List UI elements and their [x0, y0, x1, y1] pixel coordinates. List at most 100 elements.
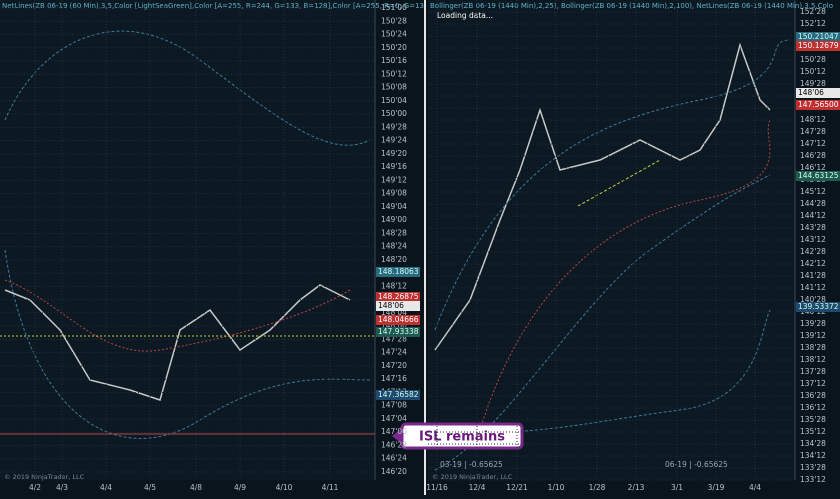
y-axis-label: 149'04 [381, 202, 407, 211]
y-axis-label: 149'20 [381, 149, 407, 158]
y-axis-label: 149'28 [381, 122, 407, 131]
price-tag: 139.53372 [798, 302, 839, 311]
price-tag: 147.56500 [798, 100, 839, 109]
x-axis-label: 12/21 [506, 483, 528, 492]
x-axis-label: 3/1 [671, 483, 683, 492]
y-axis-label: 150'08 [381, 83, 407, 92]
y-axis-label: 133'12 [800, 475, 826, 484]
y-axis-label: 146'28 [381, 440, 407, 449]
y-axis-label: 142'28 [800, 247, 826, 256]
y-axis-label: 149'24 [381, 136, 407, 145]
y-axis-label: 134'12 [800, 451, 826, 460]
band-mid [4, 279, 351, 352]
y-axis-label: 137'28 [800, 367, 826, 376]
y-axis-label: 147'20 [381, 361, 407, 370]
y-axis-label: 135'28 [800, 415, 826, 424]
y-axis-label: 143'12 [800, 235, 826, 244]
band-mid-right [479, 119, 771, 431]
y-axis-label: 149'12 [381, 175, 407, 184]
x-axis-label: 4/2 [29, 483, 41, 492]
trend-line [577, 159, 661, 207]
price-tag: 148.04666 [378, 315, 419, 324]
price-tag-box [376, 327, 420, 337]
price-path-right [434, 42, 771, 351]
y-axis-label: 152'12 [800, 19, 826, 28]
price-tag-box [796, 100, 840, 110]
price-tag-box [376, 315, 420, 325]
y-axis-label: 150'00 [381, 109, 407, 118]
y-axis-label: 150'20 [381, 43, 407, 52]
y-axis-label: 147'24 [381, 348, 407, 357]
x-axis-label: 4/4 [749, 483, 761, 492]
y-axis-label: 139'28 [800, 319, 826, 328]
price-tag: 150.21047 [798, 32, 839, 41]
y-axis-label: 146'28 [800, 151, 826, 160]
x-axis-label: 11/16 [426, 483, 448, 492]
y-axis-label: 141'28 [800, 271, 826, 280]
price-tag-box [796, 302, 840, 312]
y-axis-label: 147'16 [381, 374, 407, 383]
y-axis-label: 136'12 [800, 403, 826, 412]
band-100-right [434, 309, 771, 434]
y-axis-label: 138'12 [800, 355, 826, 364]
y-axis-label: 148'04 [381, 308, 407, 317]
copyright: © 2019 NinjaTrader, LLC [432, 473, 513, 481]
y-axis-label: 147'00 [381, 427, 407, 436]
y-axis-label: 151'00 [381, 3, 407, 12]
y-axis-label: 146'24 [381, 454, 407, 463]
y-axis-label: 150'24 [381, 30, 407, 39]
y-axis-label: 147'28 [381, 334, 407, 343]
y-axis-label: 134'28 [800, 439, 826, 448]
y-axis-label: 148'00 [381, 321, 407, 330]
y-axis-label: 149'16 [381, 162, 407, 171]
y-axis-label: 150'12 [381, 69, 407, 78]
y-axis-label: 142'12 [800, 259, 826, 268]
annotation-text: ISL remains [419, 430, 505, 445]
x-axis-label: 2/13 [628, 483, 645, 492]
left-header: NetLines(ZB 06-19 (60 Min),3,5,Color [Li… [2, 2, 424, 10]
x-axis-label: 4/5 [144, 483, 156, 492]
y-axis-label: 149'08 [381, 189, 407, 198]
price-tag: 147.93338 [378, 327, 419, 336]
y-axis-label: 150'16 [381, 56, 407, 65]
x-axis-label: 4/8 [190, 483, 202, 492]
y-axis-label: 141'12 [800, 283, 826, 292]
x-axis-label: 4/10 [276, 483, 293, 492]
y-axis-label: 150'04 [381, 96, 407, 105]
y-axis-label: 136'28 [800, 391, 826, 400]
price-tag-box [796, 88, 840, 98]
y-axis-label: 145'12 [800, 187, 826, 196]
y-axis-label: 148'12 [381, 281, 407, 290]
rollover-label: 03-19 | -0.65625 [440, 460, 503, 469]
y-axis-label: 144'12 [800, 211, 826, 220]
y-axis-label: 139'12 [800, 331, 826, 340]
left-plot [0, 0, 375, 480]
y-axis-label: 148'24 [381, 242, 407, 251]
y-axis-label: 138'28 [800, 343, 826, 352]
y-axis-label: 148'12 [800, 115, 826, 124]
y-axis-label: 150'28 [381, 16, 407, 25]
x-axis-label: 3/19 [708, 483, 725, 492]
y-axis-label: 143'28 [800, 223, 826, 232]
x-axis-label: 12/4 [469, 483, 486, 492]
y-axis-label: 148'20 [381, 255, 407, 264]
y-axis-label: 146'12 [800, 163, 826, 172]
y-axis-label: 148'28 [381, 228, 407, 237]
price-tag: 150.12679 [798, 41, 839, 50]
rollover-label: 06-19 | -0.65625 [665, 460, 728, 469]
price-tag-box [376, 301, 420, 311]
y-axis-label: 152'28 [800, 7, 826, 16]
y-axis-label: 150'12 [800, 67, 826, 76]
price-tag: 144.63125 [798, 171, 839, 180]
price-tag-box [376, 390, 420, 400]
band-lower-right [434, 174, 771, 471]
x-axis-label: 1/28 [589, 483, 606, 492]
y-axis-label: 149'00 [381, 215, 407, 224]
band-upper-right [434, 39, 791, 331]
price-tag: 147.36582 [378, 390, 419, 399]
right-header: Bollinger(ZB 06-19 (1440 Min),2,25), Bol… [430, 2, 833, 10]
y-axis-label: 146'20 [381, 467, 407, 476]
y-axis-label: 147'12 [800, 139, 826, 148]
y-axis-label: 150'28 [800, 55, 826, 64]
